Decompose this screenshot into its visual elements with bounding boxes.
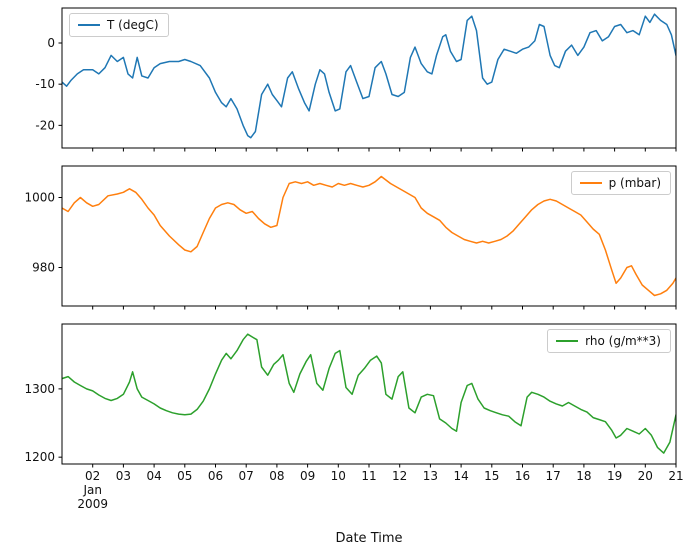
svg-text:08: 08 bbox=[269, 469, 284, 483]
svg-text:02: 02 bbox=[85, 469, 100, 483]
svg-text:13: 13 bbox=[423, 469, 438, 483]
legend-pressure: p (mbar) bbox=[570, 171, 671, 195]
svg-text:-10: -10 bbox=[35, 77, 55, 91]
svg-text:1300: 1300 bbox=[24, 382, 55, 396]
legend-label-pressure: p (mbar) bbox=[608, 176, 661, 190]
svg-text:11: 11 bbox=[361, 469, 376, 483]
svg-text:03: 03 bbox=[116, 469, 131, 483]
svg-text:0: 0 bbox=[47, 36, 55, 50]
svg-text:15: 15 bbox=[484, 469, 499, 483]
svg-text:2009: 2009 bbox=[77, 497, 108, 511]
svg-text:980: 980 bbox=[32, 261, 55, 275]
temperature-line-sample bbox=[78, 24, 100, 26]
svg-text:06: 06 bbox=[208, 469, 223, 483]
legend-temperature: T (degC) bbox=[69, 13, 169, 37]
svg-text:14: 14 bbox=[453, 469, 468, 483]
svg-text:17: 17 bbox=[546, 469, 561, 483]
svg-text:10: 10 bbox=[331, 469, 346, 483]
svg-text:12: 12 bbox=[392, 469, 407, 483]
legend-label-density: rho (g/m**3) bbox=[585, 334, 661, 348]
density-line-sample bbox=[556, 340, 579, 342]
svg-text:20: 20 bbox=[638, 469, 653, 483]
legend-density: rho (g/m**3) bbox=[547, 329, 671, 353]
pressure-line-sample bbox=[579, 182, 602, 184]
svg-text:1200: 1200 bbox=[24, 450, 55, 464]
svg-text:16: 16 bbox=[515, 469, 530, 483]
svg-text:21: 21 bbox=[668, 469, 683, 483]
x-axis-title: Date Time bbox=[335, 531, 403, 546]
svg-text:07: 07 bbox=[239, 469, 254, 483]
svg-text:04: 04 bbox=[146, 469, 161, 483]
svg-text:1000: 1000 bbox=[24, 191, 55, 205]
svg-text:18: 18 bbox=[576, 469, 591, 483]
svg-text:19: 19 bbox=[607, 469, 622, 483]
svg-text:-20: -20 bbox=[35, 118, 55, 132]
svg-text:Jan: Jan bbox=[82, 483, 102, 497]
svg-text:09: 09 bbox=[300, 469, 315, 483]
legend-label-temperature: T (degC) bbox=[107, 18, 159, 32]
svg-text:05: 05 bbox=[177, 469, 192, 483]
